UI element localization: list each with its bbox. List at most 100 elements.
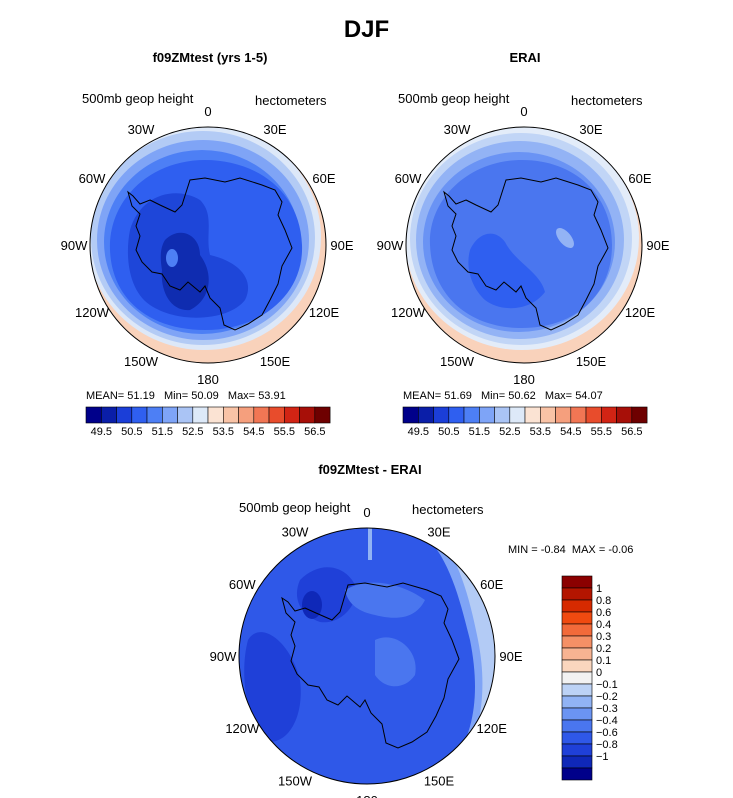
colorbar-tick-label: 51.5 (152, 426, 173, 438)
colorbar-swatch (570, 406, 587, 424)
map-panel-2 (406, 127, 642, 363)
colorbar-vertical: 10.80.60.40.30.20.10−0.1−0.2−0.3−0.4−0.6… (561, 575, 618, 781)
max-value: 54.07 (575, 390, 603, 402)
colorbar-swatch (223, 406, 239, 424)
lon-label: 60E (628, 171, 651, 186)
panel-3-units-label: hectometers (412, 502, 484, 517)
lon-label: 0 (204, 104, 211, 119)
lon-label: 150E (576, 354, 607, 369)
colorbar-swatch (631, 406, 648, 424)
colorbar-swatch (561, 587, 593, 601)
field-patch (368, 528, 372, 560)
lon-label: 60W (395, 171, 422, 186)
colorbar-horizontal: 49.5 50.5 51.5 52.5 53.5 54.5 55.5 56.5 (85, 406, 331, 438)
max-value: 53.91 (258, 390, 286, 402)
min-value: 50.62 (508, 390, 536, 402)
map-panel-1 (90, 127, 326, 363)
max-label: Max= (227, 390, 256, 402)
panel-2-units-label: hectometers (571, 93, 643, 108)
lon-label: 30E (263, 122, 286, 137)
min-value: -0.84 (540, 544, 566, 556)
colorbar-swatch (238, 406, 255, 424)
lon-label: 120W (75, 305, 110, 320)
lon-label: 90E (330, 238, 353, 253)
colorbar-tick-label: −0.1 (596, 679, 618, 691)
colorbar-tick-label: −0.8 (596, 739, 618, 751)
colorbar-tick-label: 56.5 (621, 426, 642, 438)
colorbar-tick-label: 0.3 (596, 631, 611, 643)
panel-2-stats: MEAN= 51.69 Min= 50.62 Max= 54.07 (403, 390, 603, 402)
map-2-boundary (405, 126, 643, 364)
colorbar-swatch (116, 406, 133, 424)
lon-label: 30W (128, 122, 155, 137)
colorbar-swatch (283, 406, 300, 424)
lon-label: 150E (260, 354, 291, 369)
colorbar-swatch (402, 406, 419, 424)
colorbar-tick-label: 0.6 (596, 607, 611, 619)
colorbar-swatch (539, 406, 556, 424)
lon-label: 120W (225, 721, 260, 736)
lon-label: 60E (480, 577, 503, 592)
panel-2-title: ERAI (509, 50, 541, 65)
colorbar-tick-label: 49.5 (408, 426, 429, 438)
lon-label: 90E (499, 649, 522, 664)
mean-value: 51.69 (444, 390, 472, 402)
lon-label: 0 (520, 104, 527, 119)
panel-1-title: f09ZMtest (yrs 1-5) (152, 50, 268, 65)
field-core (468, 233, 545, 309)
map-3-boundary (238, 527, 496, 785)
longitude-labels: 0 30E 60E 90E 120E 150E 180 150W 120W 90W 60W 30W 0 3… (61, 104, 670, 798)
colorbar-horizontal: 49.5 50.5 51.5 52.5 53.5 54.5 55.5 56.5 (402, 406, 648, 438)
min-value: 50.09 (191, 390, 219, 402)
colorbar-swatch (561, 611, 593, 625)
colorbar-tick-label: 53.5 (530, 426, 551, 438)
colorbar-swatch (561, 575, 593, 589)
colorbar-swatch (162, 406, 178, 424)
panel-3-variable-label: 500mb geop height (239, 500, 351, 515)
colorbar-swatch (561, 695, 593, 709)
lon-label: 120W (391, 305, 426, 320)
colorbar-tick-label: 55.5 (591, 426, 612, 438)
antarctica-coast (443, 177, 609, 331)
lon-label: 180 (513, 372, 535, 387)
lon-label: 150W (124, 354, 159, 369)
colorbar-swatch (253, 406, 270, 424)
colorbar-swatch (478, 406, 495, 424)
field-patch (166, 249, 178, 267)
colorbar-swatch (101, 406, 117, 424)
colorbar-swatch (561, 659, 593, 673)
colorbar-tick-label: 0.1 (596, 655, 611, 667)
colorbar-swatch (561, 683, 593, 697)
min-label: MIN = (508, 544, 538, 556)
lon-label: 30E (427, 524, 450, 539)
lon-label: 150E (424, 774, 455, 789)
field-patch (302, 591, 322, 619)
colorbar-tick-label: 49.5 (91, 426, 112, 438)
colorbar-swatch (207, 406, 224, 424)
colorbar-tick-label: 0 (596, 667, 602, 679)
colorbar-tick-label: −0.3 (596, 703, 618, 715)
colorbar-swatch (561, 767, 593, 781)
field-patch (244, 632, 301, 742)
lon-label: 0 (363, 505, 370, 520)
mean-label: MEAN= (86, 390, 125, 402)
colorbar-swatch (600, 406, 617, 424)
colorbar-tick-label: 54.5 (560, 426, 581, 438)
colorbar-swatch (524, 406, 541, 424)
lon-label: 90E (646, 238, 669, 253)
lon-label: 30W (444, 122, 471, 137)
colorbar-swatch (509, 406, 526, 424)
lon-label: 60W (229, 577, 256, 592)
min-label: Min= (163, 390, 189, 402)
max-value: -0.06 (608, 544, 634, 556)
colorbar-tick-label: 53.5 (213, 426, 234, 438)
colorbar-swatch (585, 406, 602, 424)
map-1-boundary (89, 126, 327, 364)
colorbar-swatch (85, 406, 102, 424)
field-patch (345, 582, 425, 618)
lon-label: 90W (61, 238, 88, 253)
colorbar-tick-label: 0.2 (596, 643, 611, 655)
colorbar-swatch (561, 599, 593, 613)
colorbar-swatch (561, 743, 593, 757)
colorbar-swatch (494, 406, 511, 424)
